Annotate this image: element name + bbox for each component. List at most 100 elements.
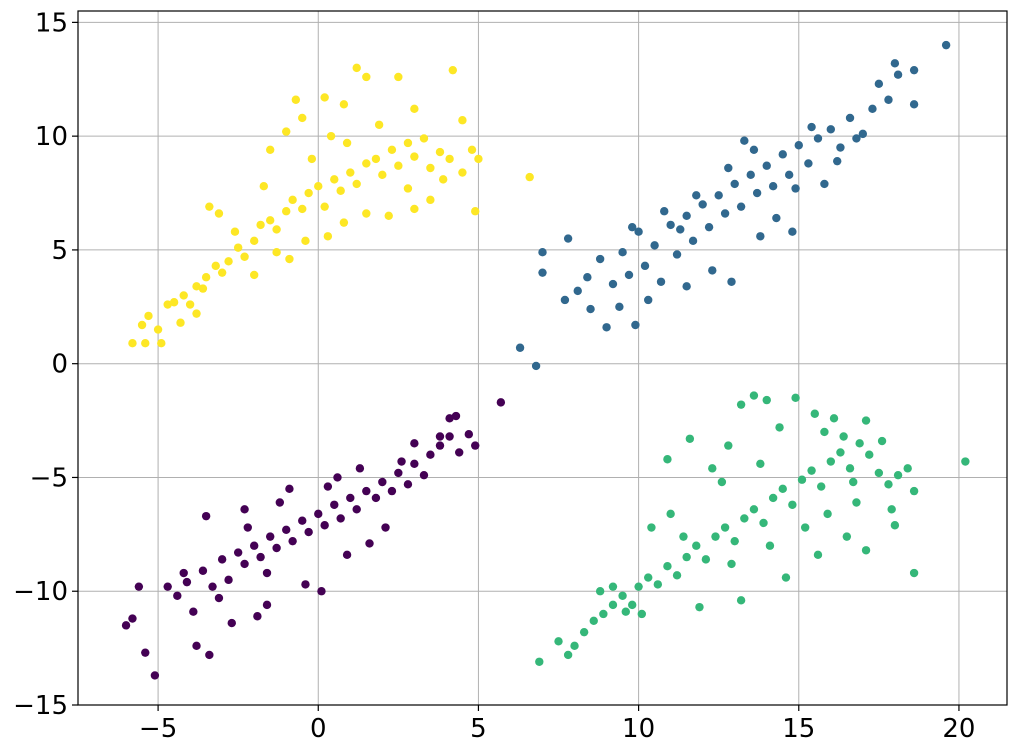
data-point bbox=[941, 40, 951, 50]
data-point bbox=[410, 459, 419, 469]
data-point bbox=[374, 120, 384, 129]
data-point bbox=[317, 587, 326, 596]
data-point bbox=[640, 261, 650, 271]
data-point bbox=[839, 432, 848, 441]
data-point bbox=[775, 423, 784, 432]
data-point bbox=[768, 493, 778, 503]
data-point bbox=[804, 159, 813, 168]
data-point bbox=[387, 145, 397, 154]
data-point bbox=[208, 582, 217, 591]
data-point bbox=[685, 434, 695, 443]
data-point bbox=[701, 555, 711, 564]
data-point bbox=[836, 143, 845, 152]
data-point bbox=[362, 159, 371, 168]
data-point bbox=[304, 527, 313, 537]
data-point bbox=[791, 393, 800, 403]
x-tick-label: 5 bbox=[470, 714, 487, 744]
data-point bbox=[800, 523, 810, 532]
data-point bbox=[961, 457, 970, 466]
data-point bbox=[378, 477, 387, 487]
data-point bbox=[298, 113, 307, 123]
data-point bbox=[615, 302, 624, 312]
data-point bbox=[727, 559, 736, 569]
data-point bbox=[679, 532, 688, 541]
data-point bbox=[240, 252, 249, 261]
data-point bbox=[394, 161, 403, 170]
data-point bbox=[884, 480, 893, 489]
y-tick-label: −15 bbox=[13, 691, 68, 721]
data-point bbox=[868, 104, 877, 114]
data-point bbox=[253, 612, 262, 621]
data-point bbox=[314, 182, 323, 191]
data-point bbox=[214, 209, 224, 218]
data-point bbox=[692, 541, 701, 550]
data-point bbox=[563, 650, 573, 660]
data-point bbox=[346, 168, 355, 177]
data-point bbox=[608, 582, 618, 591]
data-point bbox=[141, 339, 150, 348]
data-point bbox=[134, 582, 144, 591]
data-point bbox=[627, 600, 637, 610]
data-point bbox=[272, 225, 281, 234]
data-point bbox=[323, 482, 333, 491]
data-point bbox=[602, 323, 611, 332]
data-point bbox=[198, 566, 208, 575]
data-point bbox=[589, 616, 598, 626]
data-point bbox=[788, 227, 797, 236]
data-point bbox=[336, 514, 345, 523]
data-point bbox=[877, 436, 887, 446]
data-point bbox=[813, 550, 823, 560]
data-point bbox=[182, 577, 192, 587]
data-point bbox=[682, 552, 691, 562]
data-point bbox=[563, 234, 573, 243]
data-point bbox=[740, 514, 749, 523]
data-point bbox=[852, 498, 861, 507]
data-point bbox=[256, 552, 265, 562]
data-point bbox=[419, 134, 429, 143]
data-point bbox=[730, 179, 739, 189]
plot-frame bbox=[77, 10, 1008, 706]
data-point bbox=[618, 247, 627, 257]
data-point bbox=[378, 170, 387, 180]
data-point bbox=[342, 550, 352, 560]
data-point bbox=[845, 464, 855, 473]
data-point bbox=[682, 211, 691, 220]
data-point bbox=[471, 441, 480, 450]
data-point bbox=[128, 614, 137, 623]
data-point bbox=[538, 247, 547, 257]
data-point bbox=[720, 523, 730, 532]
data-point bbox=[176, 318, 185, 327]
data-point bbox=[865, 450, 874, 459]
data-point bbox=[855, 439, 864, 448]
data-point bbox=[352, 505, 361, 514]
data-point bbox=[217, 555, 227, 564]
data-point bbox=[301, 236, 310, 246]
data-point bbox=[861, 546, 871, 555]
data-point bbox=[720, 209, 730, 218]
data-point bbox=[538, 268, 547, 277]
data-point bbox=[304, 188, 313, 198]
data-point bbox=[807, 466, 816, 475]
y-tick-label: −5 bbox=[30, 463, 68, 493]
data-point bbox=[599, 609, 608, 619]
data-point bbox=[285, 254, 294, 264]
x-tick-label: −5 bbox=[139, 714, 177, 744]
data-point bbox=[435, 147, 445, 157]
data-point bbox=[249, 541, 259, 550]
data-point bbox=[717, 477, 727, 487]
data-point bbox=[339, 218, 349, 227]
data-point bbox=[788, 500, 797, 509]
data-point bbox=[496, 398, 506, 407]
data-point bbox=[233, 243, 243, 252]
data-point bbox=[339, 100, 349, 109]
data-point bbox=[823, 509, 832, 519]
data-point bbox=[326, 131, 336, 141]
data-point bbox=[820, 427, 829, 437]
data-point bbox=[909, 65, 919, 75]
data-point bbox=[285, 484, 294, 494]
y-tick-label: 5 bbox=[51, 236, 68, 266]
data-point bbox=[227, 618, 236, 628]
data-point bbox=[189, 607, 198, 616]
data-point bbox=[893, 70, 903, 79]
data-point bbox=[243, 523, 252, 532]
